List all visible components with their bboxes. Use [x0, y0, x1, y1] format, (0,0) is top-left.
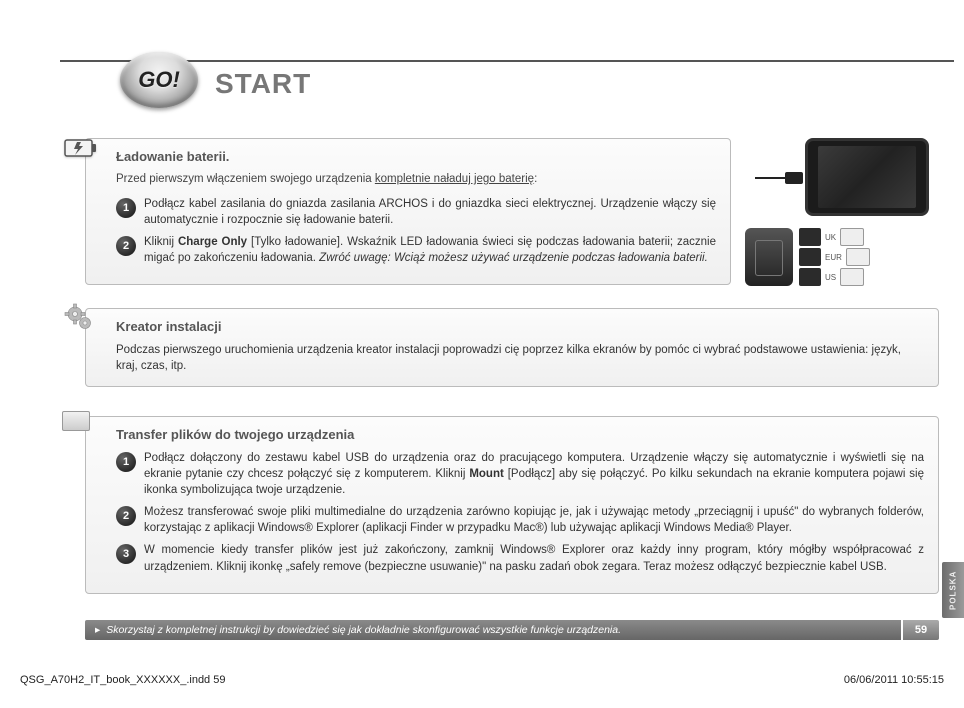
print-meta: QSG_A70H2_IT_book_XXXXXX_.indd 59 06/06/…	[20, 674, 944, 686]
section1-intro: Przed pierwszym włączeniem swojego urząd…	[116, 172, 716, 188]
top-rule	[60, 60, 954, 62]
power-adapter-icon	[745, 228, 793, 286]
print-file: QSG_A70H2_IT_book_XXXXXX_.indd 59	[20, 674, 225, 686]
section1-step2: 2 Kliknij Charge Only [Tylko ładowanie].…	[116, 234, 716, 266]
step-number-2: 2	[116, 506, 136, 526]
socket-eur-icon	[846, 248, 870, 266]
language-tab: POLSKA	[942, 562, 964, 618]
plug-uk-icon	[799, 228, 821, 246]
section-wizard: Kreator instalacji Podczas pierwszego ur…	[85, 308, 939, 387]
section2-body: Podczas pierwszego uruchomienia urządzen…	[116, 342, 924, 374]
step-number-3: 3	[116, 544, 136, 564]
tablet-icon	[805, 138, 929, 216]
section3-step3: 3 W momencie kiedy transfer plików jest …	[116, 542, 924, 574]
go-label: GO!	[138, 67, 180, 93]
section1-step1: 1 Podłącz kabel zasilania do gniazda zas…	[116, 196, 716, 228]
device-illustration: UK EUR US	[745, 138, 955, 216]
plug-eur-icon	[799, 248, 821, 266]
socket-us-icon	[840, 268, 864, 286]
page-number: 59	[903, 620, 939, 640]
plug-us-icon	[799, 268, 821, 286]
footer-bar: Skorzystaj z kompletnej instrukcji by do…	[85, 620, 939, 640]
folder-icon	[62, 411, 100, 441]
gear-icon	[64, 303, 94, 333]
section1-title: Ładowanie baterii.	[116, 149, 716, 164]
section2-title: Kreator instalacji	[116, 319, 924, 334]
section3-step2: 2 Możesz transferować swoje pliki multim…	[116, 504, 924, 536]
page-title: START	[215, 68, 311, 100]
socket-uk-icon	[840, 228, 864, 246]
section3-step1: 1 Podłącz dołączony do zestawu kabel USB…	[116, 450, 924, 498]
footer-note: Skorzystaj z kompletnej instrukcji by do…	[85, 620, 901, 640]
section3-title: Transfer plików do twojego urządzenia	[116, 427, 924, 442]
section-charging: Ładowanie baterii. Przed pierwszym włącz…	[85, 138, 731, 285]
charger-cable-icon	[755, 172, 803, 184]
plug-adapters: UK EUR US	[745, 228, 955, 286]
step-number-1: 1	[116, 452, 136, 472]
step-number-1: 1	[116, 198, 136, 218]
print-timestamp: 06/06/2011 10:55:15	[844, 674, 944, 686]
step-number-2: 2	[116, 236, 136, 256]
section-transfer: Transfer plików do twojego urządzenia 1 …	[85, 416, 939, 594]
go-badge: GO!	[120, 52, 198, 108]
battery-icon	[64, 135, 98, 161]
